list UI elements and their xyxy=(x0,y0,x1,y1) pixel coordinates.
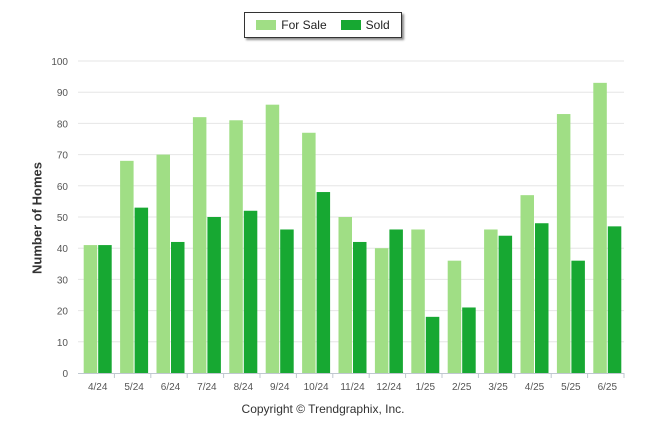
x-tick-label-12-24: 12/24 xyxy=(376,382,401,393)
x-tick-label-10-24: 10/24 xyxy=(304,382,329,393)
bar-for-sale-1-25 xyxy=(411,229,425,373)
bar-sold-12-24 xyxy=(389,229,403,373)
bar-sold-9-24 xyxy=(280,229,294,373)
bar-sold-8-24 xyxy=(243,210,258,373)
x-tick-label-7-24: 7/24 xyxy=(197,382,217,393)
x-tick-label-2-25: 2/25 xyxy=(452,382,472,393)
bar-sold-3-25 xyxy=(498,235,513,373)
x-tick-label-11-24: 11/24 xyxy=(340,382,365,393)
bar-for-sale-8-24 xyxy=(229,120,243,373)
legend-swatch-sold xyxy=(340,20,361,30)
bar-sold-4-25 xyxy=(535,223,549,373)
bar-sold-6-25 xyxy=(607,226,622,373)
y-tick-label-70: 70 xyxy=(57,151,69,162)
x-tick-label-4-24: 4/24 xyxy=(88,382,108,393)
y-tick-label-50: 50 xyxy=(57,213,69,224)
y-tick-label-20: 20 xyxy=(57,307,69,318)
copyright-footer: Copyright © Trendgraphix, Inc. xyxy=(241,402,405,416)
legend-label-sold: Sold xyxy=(365,18,390,32)
bar-for-sale-9-24 xyxy=(265,104,280,374)
legend-item-sold[interactable]: Sold xyxy=(340,18,390,32)
legend: For Sale Sold xyxy=(244,12,402,38)
bar-sold-10-24 xyxy=(316,192,331,373)
y-tick-label-0: 0 xyxy=(62,369,68,380)
y-tick-label-90: 90 xyxy=(57,88,69,99)
bar-for-sale-4-25 xyxy=(520,195,534,373)
bar-for-sale-11-24 xyxy=(338,217,352,373)
x-tick-label-6-25: 6/25 xyxy=(598,382,618,393)
x-tick-label-5-25: 5/25 xyxy=(561,382,581,393)
y-tick-label-10: 10 xyxy=(57,338,69,349)
bar-for-sale-4-24 xyxy=(83,245,98,373)
x-tick-label-5-24: 5/24 xyxy=(124,382,144,393)
y-tick-label-60: 60 xyxy=(57,182,69,193)
x-tick-label-3-25: 3/25 xyxy=(488,382,508,393)
y-tick-label-80: 80 xyxy=(57,119,69,130)
bar-for-sale-5-24 xyxy=(120,160,134,373)
legend-label-for-sale: For Sale xyxy=(281,18,327,32)
bar-sold-11-24 xyxy=(353,241,367,373)
y-tick-label-30: 30 xyxy=(57,275,69,286)
bar-sold-4-24 xyxy=(98,245,112,373)
bar-for-sale-7-24 xyxy=(192,117,207,373)
x-tick-label-6-24: 6/24 xyxy=(161,382,181,393)
bar-sold-5-24 xyxy=(134,207,149,373)
y-tick-label-40: 40 xyxy=(57,244,69,255)
bar-for-sale-2-25 xyxy=(447,260,462,373)
bar-for-sale-6-24 xyxy=(156,154,170,373)
x-tick-label-9-24: 9/24 xyxy=(270,382,290,393)
bar-for-sale-10-24 xyxy=(302,132,316,373)
bar-sold-5-25 xyxy=(571,260,585,373)
bar-sold-1-25 xyxy=(425,316,440,373)
x-tick-label-4-25: 4/25 xyxy=(525,382,545,393)
legend-item-for-sale[interactable]: For Sale xyxy=(256,18,327,32)
y-tick-label-100: 100 xyxy=(51,57,68,68)
legend-swatch-for-sale xyxy=(256,20,277,30)
bar-for-sale-12-24 xyxy=(374,248,389,373)
bar-sold-7-24 xyxy=(207,217,221,373)
bar-sold-2-25 xyxy=(462,307,476,373)
bar-for-sale-3-25 xyxy=(484,229,498,373)
x-tick-label-1-25: 1/25 xyxy=(416,382,436,393)
bar-for-sale-6-25 xyxy=(593,82,607,373)
bar-for-sale-5-25 xyxy=(556,114,571,373)
x-tick-label-8-24: 8/24 xyxy=(234,382,254,393)
bar-sold-6-24 xyxy=(171,241,185,373)
